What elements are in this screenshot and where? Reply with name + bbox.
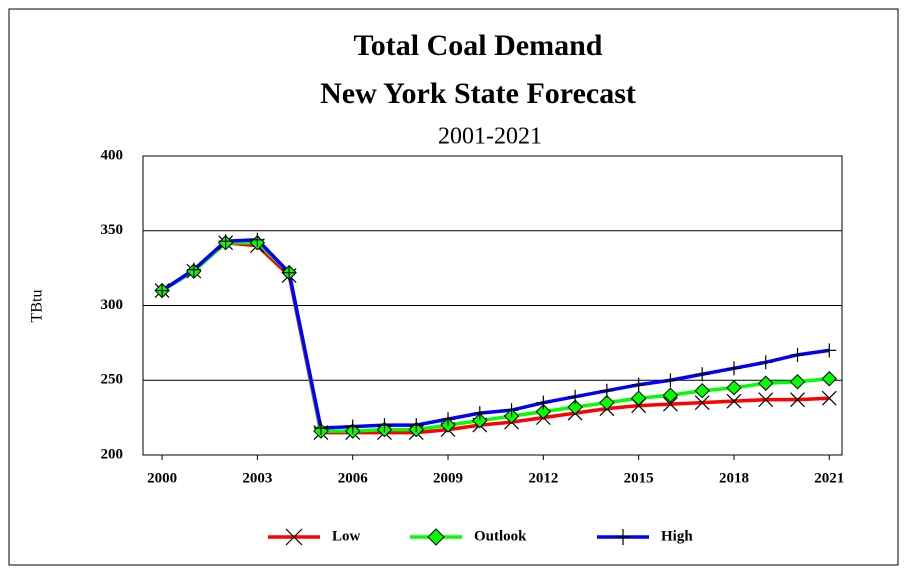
data-point bbox=[630, 390, 647, 406]
data-point bbox=[758, 392, 774, 408]
data-point bbox=[218, 234, 233, 249]
data-point bbox=[789, 374, 806, 390]
x-tick-label: 2000 bbox=[147, 470, 177, 486]
data-point bbox=[662, 387, 679, 403]
data-point bbox=[409, 418, 424, 433]
data-point bbox=[567, 399, 583, 415]
y-tick-label: 350 bbox=[101, 222, 124, 238]
data-point bbox=[568, 389, 583, 404]
y-tick-label: 400 bbox=[101, 147, 124, 163]
legend-label: Outlook bbox=[474, 528, 527, 544]
data-point bbox=[726, 393, 742, 409]
data-point bbox=[599, 394, 615, 411]
data-point bbox=[663, 396, 678, 412]
data-point bbox=[726, 361, 741, 376]
legend-marker bbox=[285, 528, 303, 546]
series-line bbox=[161, 237, 830, 430]
data-point bbox=[377, 418, 392, 433]
data-point bbox=[250, 232, 265, 247]
data-point bbox=[821, 390, 837, 406]
data-point bbox=[790, 392, 805, 408]
data-point bbox=[472, 412, 488, 429]
chart-subtitle: New York State Forecast bbox=[320, 77, 636, 110]
x-tick-label: 2012 bbox=[528, 470, 558, 486]
chart-title: Total Coal Demand bbox=[354, 29, 603, 62]
legend-label: High bbox=[661, 528, 693, 544]
data-point bbox=[821, 371, 837, 387]
y-tick-label: 250 bbox=[101, 372, 124, 388]
x-tick-label: 2021 bbox=[814, 470, 844, 486]
data-point bbox=[155, 283, 170, 298]
data-point bbox=[631, 377, 646, 392]
data-point bbox=[663, 373, 678, 388]
data-point bbox=[504, 403, 519, 418]
data-point bbox=[535, 403, 552, 420]
y-tick-label: 300 bbox=[101, 297, 124, 313]
x-tick-label: 2003 bbox=[242, 470, 272, 486]
legend-marker bbox=[427, 528, 445, 546]
series-line bbox=[161, 240, 830, 435]
data-point bbox=[345, 419, 360, 434]
data-point bbox=[536, 395, 551, 410]
data-point bbox=[726, 380, 742, 396]
data-point bbox=[282, 265, 297, 280]
data-point bbox=[313, 421, 328, 436]
legend-label: Low bbox=[332, 528, 361, 544]
data-point bbox=[186, 262, 201, 277]
x-tick-label: 2006 bbox=[338, 470, 369, 486]
data-point bbox=[822, 343, 837, 358]
data-point bbox=[758, 375, 774, 391]
data-point bbox=[758, 355, 773, 370]
x-tick-label: 2015 bbox=[624, 470, 654, 486]
data-point bbox=[441, 412, 456, 427]
data-point bbox=[694, 395, 710, 411]
legend-marker bbox=[615, 529, 631, 545]
data-point bbox=[694, 383, 710, 399]
y-axis-label: TBtu bbox=[29, 290, 46, 323]
data-point bbox=[599, 383, 614, 398]
chart-annotation: 2001-2021 bbox=[438, 124, 542, 150]
data-point bbox=[472, 406, 487, 421]
x-tick-label: 2018 bbox=[719, 470, 749, 486]
data-point bbox=[790, 347, 805, 362]
x-tick-label: 2009 bbox=[433, 470, 463, 486]
data-point bbox=[695, 367, 710, 382]
y-tick-label: 200 bbox=[101, 446, 124, 462]
